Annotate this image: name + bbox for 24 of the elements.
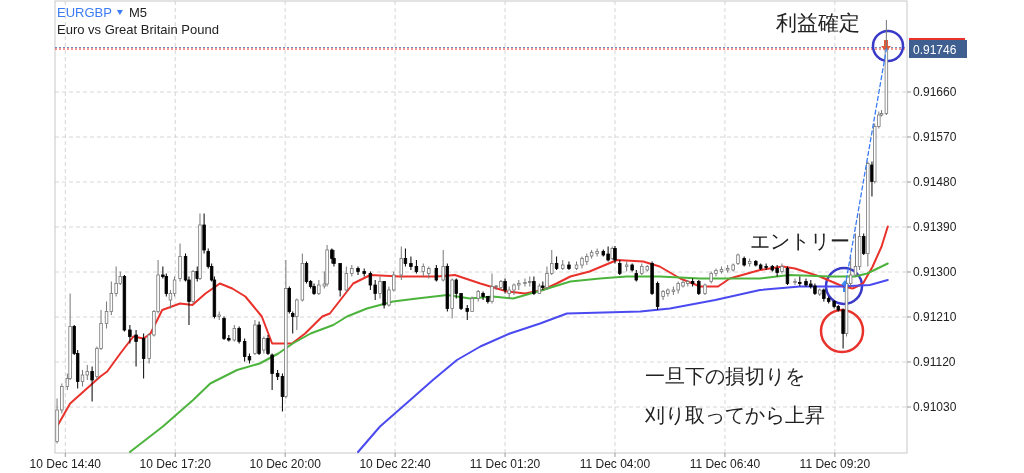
x-tick-label: 11 Dec 01:20 (469, 457, 541, 471)
y-tick-label: 0.91570 (913, 130, 957, 144)
x-tick-label: 11 Dec 06:40 (689, 457, 761, 471)
chart-title: EURGBP (57, 5, 112, 20)
x-tick-label: 11 Dec 09:20 (799, 457, 871, 471)
text: Euro vs Great Britain Pound (57, 22, 219, 37)
y-tick-label: 0.91480 (913, 175, 957, 189)
y-tick-label: 0.91030 (913, 400, 957, 414)
annotation: 刈り取ってから上昇 (644, 403, 825, 427)
ref-line-label: 0.91746 (913, 43, 957, 57)
x-tick-label: 10 Dec 22:40 (359, 457, 432, 471)
x-tick-label: 10 Dec 20:00 (249, 457, 322, 471)
y-tick-label: 0.91390 (913, 220, 957, 234)
x-tick-label: 11 Dec 04:00 (579, 457, 651, 471)
annotation: 一旦下の損切りを (645, 364, 805, 388)
annotation: エントリー (750, 229, 850, 253)
x-tick-label: 10 Dec 17:20 (139, 457, 212, 471)
y-tick-label: 0.91210 (913, 310, 957, 324)
y-tick-label: 0.91660 (913, 85, 957, 99)
annotation: M5 (128, 5, 147, 20)
annotation: 利益確定 (776, 11, 860, 35)
y-tick-label: 0.91300 (913, 265, 957, 279)
y-tick-label: 0.91120 (913, 355, 956, 369)
x-tick-label: 10 Dec 14:40 (29, 457, 102, 471)
